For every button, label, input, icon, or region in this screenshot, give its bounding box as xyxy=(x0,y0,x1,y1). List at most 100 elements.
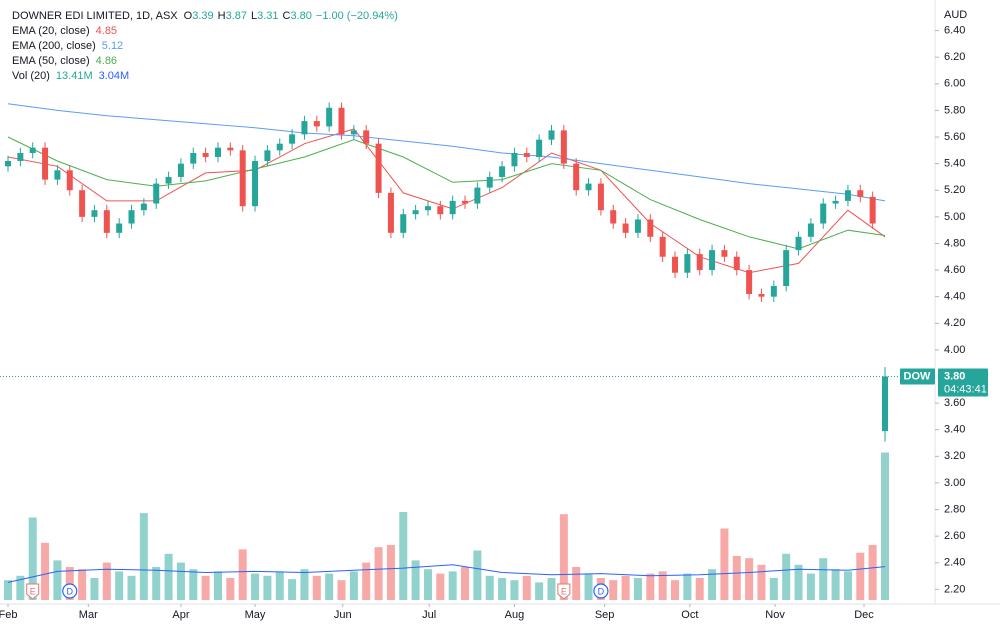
volume-bar xyxy=(90,578,99,600)
volume-bar xyxy=(4,580,12,600)
price-badge xyxy=(938,368,988,397)
candle-body xyxy=(42,147,49,180)
volume-bar xyxy=(325,573,334,600)
candle-body xyxy=(499,166,506,177)
volume-bar xyxy=(349,571,358,600)
candle-body xyxy=(770,286,777,297)
volume-bar xyxy=(312,575,321,600)
candle-body xyxy=(29,147,36,153)
x-tick-label: May xyxy=(245,609,266,621)
volume-bar xyxy=(337,580,346,600)
volume-bar xyxy=(806,573,815,600)
volume-bar xyxy=(510,580,519,600)
candle-body xyxy=(832,200,839,204)
candle-body xyxy=(486,176,493,188)
x-tick-label: Apr xyxy=(172,609,189,621)
candle-body xyxy=(375,143,382,193)
axes: E D E D 2.20 2.40 2.60 2.80 3.00 3.20 3.40 3.60 4.00… xyxy=(0,9,988,621)
candle-body xyxy=(177,163,184,177)
y-tick-label: 5.00 xyxy=(944,211,965,223)
volume-bar xyxy=(745,558,754,600)
candle-body xyxy=(560,130,567,164)
legend-item: H xyxy=(218,10,226,22)
legend-item: 4.85 xyxy=(96,25,117,37)
volume-bar xyxy=(535,582,544,600)
y-tick-label: 4.80 xyxy=(944,237,965,249)
legend-item: DOWNER EDI LIMITED, 1D, ASX xyxy=(12,10,178,22)
y-tick-label: 5.40 xyxy=(944,158,965,170)
volume-bar xyxy=(819,558,828,600)
y-tick-label: 2.80 xyxy=(944,503,965,515)
event-marker[interactable] xyxy=(593,583,609,599)
event-marker[interactable] xyxy=(557,583,571,600)
candle-body xyxy=(424,206,431,211)
x-tick-label: Jul xyxy=(422,609,436,621)
y-tick-label: 6.20 xyxy=(944,51,965,63)
event-marker[interactable] xyxy=(26,583,40,600)
candle-body xyxy=(820,203,827,224)
candle-body xyxy=(536,139,543,157)
volume-bar xyxy=(473,550,482,600)
volume-bar xyxy=(139,513,148,600)
volume-bar xyxy=(732,556,741,600)
legend-item: 13.41M xyxy=(56,70,93,82)
legend-row: EMA (200, close) 5.12 xyxy=(12,40,123,52)
y-tick-label: 3.00 xyxy=(944,477,965,489)
candle-body xyxy=(252,160,259,207)
candle-body xyxy=(696,254,703,271)
candle-body xyxy=(857,190,864,197)
y-tick-label: 4.60 xyxy=(944,264,965,276)
volume-bar xyxy=(782,553,791,600)
volume-bar xyxy=(102,562,111,600)
y-tick-label: 6.00 xyxy=(944,78,965,90)
candle-body xyxy=(326,107,333,127)
volume-bar xyxy=(757,564,766,600)
y-tick-label: 5.60 xyxy=(944,131,965,143)
volume-bar xyxy=(399,512,408,600)
candle-body xyxy=(363,130,370,144)
event-label: E xyxy=(30,586,36,596)
candle-body xyxy=(523,152,530,157)
volume-bar xyxy=(522,575,531,600)
volume-bar xyxy=(411,560,420,600)
candle-body xyxy=(140,203,147,211)
y-tick-label: 2.20 xyxy=(944,583,965,595)
candle-body xyxy=(709,250,716,271)
volume-bar xyxy=(461,567,470,600)
legend-item: 3.87 xyxy=(226,10,247,22)
volume-bar xyxy=(16,575,25,600)
candle-body xyxy=(5,160,11,167)
candle-body xyxy=(227,147,234,151)
candle-body xyxy=(91,210,98,217)
candle-body xyxy=(103,210,110,233)
event-marker[interactable] xyxy=(62,583,78,599)
candle-body xyxy=(190,152,197,164)
volume-bar xyxy=(251,573,260,600)
legend-item: 3.39 xyxy=(192,10,213,22)
candle-body xyxy=(350,130,357,135)
candle-body xyxy=(165,176,172,184)
volume-bar xyxy=(213,571,222,600)
legend-item: 4.86 xyxy=(96,55,117,67)
candle-body xyxy=(807,223,814,237)
volume-bar xyxy=(856,552,865,600)
legend-row: EMA (20, close) 4.85 xyxy=(12,25,117,37)
volume-bar xyxy=(41,542,50,600)
x-tick-label: Mar xyxy=(79,609,98,621)
candle-body xyxy=(264,150,271,161)
candle-body xyxy=(647,219,654,237)
candle-body xyxy=(449,200,456,215)
y-axis-unit: AUD xyxy=(944,9,967,21)
price-badge-countdown: 04:43:41 xyxy=(944,383,987,395)
volume-bar xyxy=(226,578,235,600)
candle-body xyxy=(844,190,851,201)
candle-body xyxy=(659,236,666,257)
volume-bar xyxy=(683,573,692,600)
symbol-badge xyxy=(900,368,935,385)
candle-body xyxy=(721,250,728,257)
volume-bar xyxy=(708,569,717,600)
candle-body xyxy=(437,206,444,215)
volume-bar xyxy=(843,571,852,600)
